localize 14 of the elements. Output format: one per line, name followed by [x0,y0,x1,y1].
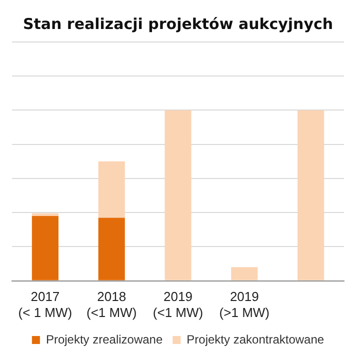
bar [32,216,58,280]
x-tick-label: 2017 (< 1 MW) [18,289,72,320]
x-tick-label: 2019 (>1 MW) [219,289,270,320]
legend-label: Projekty zrealizowane [46,332,163,346]
bar [231,267,258,280]
legend-label: Projekty zakontraktowane [186,332,324,346]
bar [298,110,324,280]
x-tick-label: 2019 (<1 MW) [152,289,204,320]
bar [164,110,192,280]
bar [98,161,125,218]
x-tick-label: 2018 (<1 MW) [86,289,137,320]
bar [32,213,58,216]
chart-title: Stan realizacji projektów aukcyjnych [22,14,334,33]
bar [98,218,125,280]
